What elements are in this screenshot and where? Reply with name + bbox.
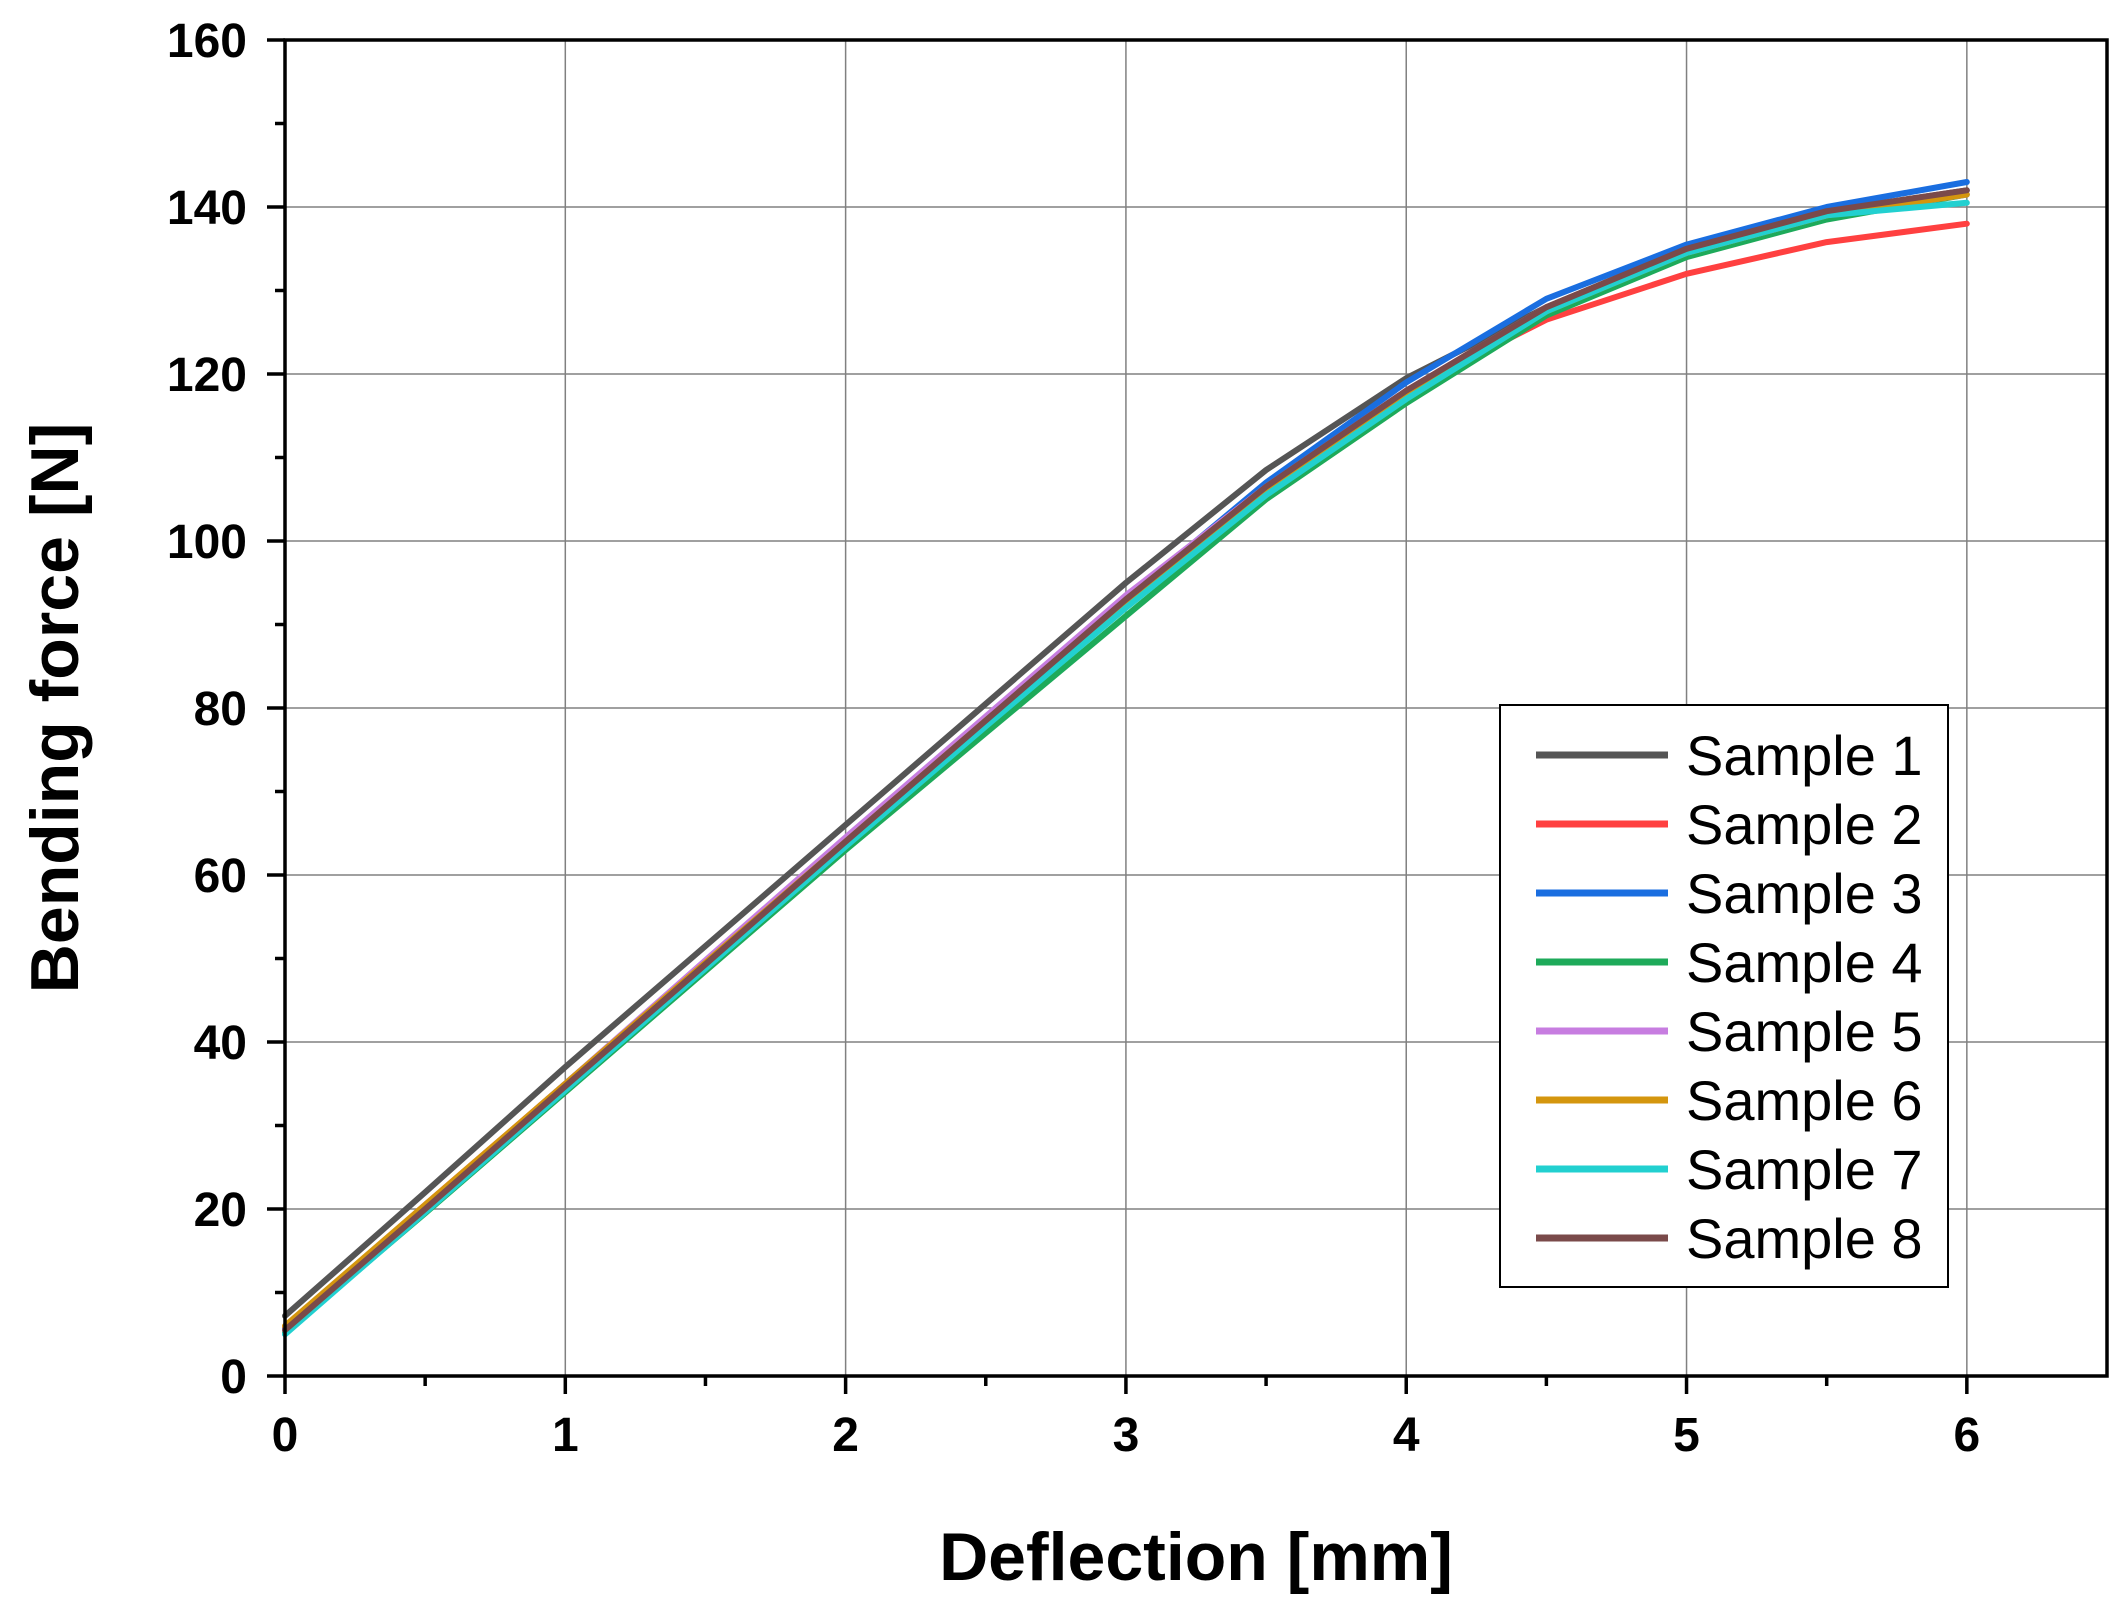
legend-label: Sample 6 [1686, 1069, 1923, 1132]
series-layer [282, 179, 1970, 1338]
y-tick-label: 60 [194, 850, 247, 903]
y-tick-label: 100 [167, 516, 247, 569]
y-tick-label: 0 [220, 1351, 247, 1404]
x-tick-label: 5 [1673, 1409, 1700, 1462]
legend-box [1499, 704, 1949, 1288]
y-tick-label: 40 [194, 1017, 247, 1070]
x-tick-label: 3 [1113, 1409, 1140, 1462]
x-axis-title: Deflection [mm] [939, 1519, 1453, 1595]
y-tick-label: 140 [167, 182, 247, 235]
ticks [267, 38, 1969, 1394]
x-tick-label: 1 [552, 1409, 579, 1462]
legend-label: Sample 1 [1686, 724, 1923, 787]
legend-label: Sample 5 [1686, 1000, 1923, 1063]
legend-label: Sample 8 [1686, 1207, 1923, 1270]
legend-label: Sample 4 [1686, 931, 1923, 994]
x-tick-label: 2 [832, 1409, 859, 1462]
legend-label: Sample 3 [1686, 862, 1923, 925]
series-line [282, 187, 1970, 1334]
x-tick-label: 0 [272, 1409, 299, 1462]
y-tick-label: 80 [194, 683, 247, 736]
x-tick-labels: 0 1 2 3 4 5 6 [272, 1409, 1981, 1462]
legend-label: Sample 7 [1686, 1138, 1923, 1201]
y-tick-label: 160 [167, 15, 247, 68]
x-tick-label: 4 [1393, 1409, 1420, 1462]
y-tick-label: 120 [167, 349, 247, 402]
y-axis-title: Bending force [N] [17, 423, 93, 993]
y-tick-labels: 0 20 40 60 80 100 120 140 160 [167, 15, 247, 1404]
x-tick-label: 6 [1953, 1409, 1980, 1462]
series-line [282, 199, 1970, 1338]
y-tick-label: 20 [194, 1184, 247, 1237]
legend-label: Sample 2 [1686, 793, 1923, 856]
